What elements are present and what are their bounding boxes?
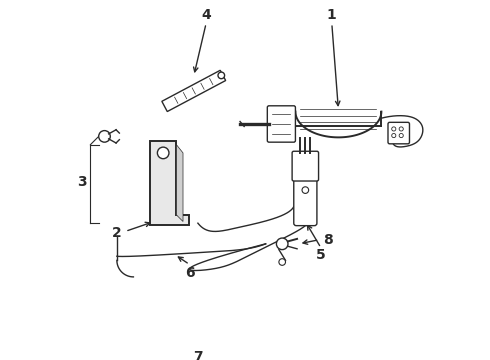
Text: 7: 7 (193, 350, 203, 360)
Polygon shape (162, 70, 226, 112)
Text: 3: 3 (77, 175, 87, 189)
Circle shape (276, 238, 288, 249)
Circle shape (157, 147, 169, 159)
FancyBboxPatch shape (268, 106, 295, 142)
Text: 8: 8 (323, 233, 333, 247)
Circle shape (302, 187, 309, 193)
Circle shape (279, 259, 286, 265)
FancyBboxPatch shape (292, 151, 318, 181)
Circle shape (98, 131, 110, 142)
Polygon shape (295, 112, 381, 138)
Text: 6: 6 (185, 266, 195, 280)
Text: 1: 1 (327, 8, 337, 22)
Text: 4: 4 (201, 8, 211, 22)
FancyBboxPatch shape (294, 175, 317, 226)
Text: 2: 2 (112, 226, 122, 240)
Circle shape (218, 72, 224, 79)
Polygon shape (150, 140, 189, 225)
Text: 5: 5 (316, 248, 326, 262)
Polygon shape (176, 145, 183, 221)
FancyBboxPatch shape (388, 122, 410, 144)
